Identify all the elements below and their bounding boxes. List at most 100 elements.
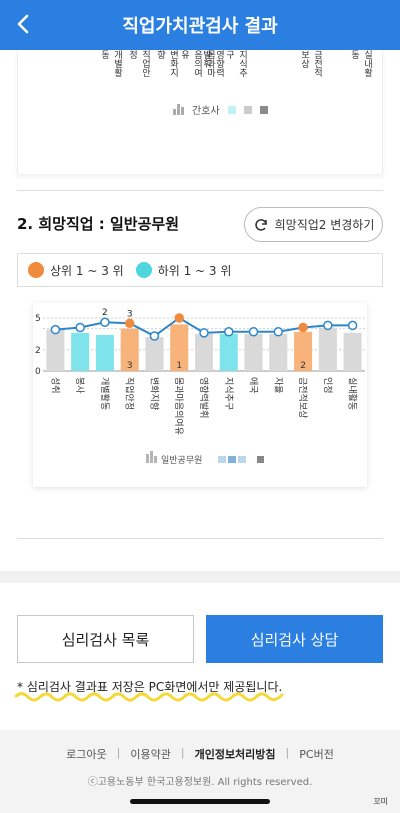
legend-top-rank: 상위 1 ~ 3 위 [28,262,124,279]
x-axis-label: 지식추구 [224,50,247,77]
legend-swatch-cyan [227,105,236,114]
x-tick-label: 애국 [248,377,259,394]
x-tick-label: 영향력발휘 [198,377,210,418]
bar-rank-label: 2 [300,361,306,371]
bar [269,333,288,371]
bar [95,334,114,371]
section-divider-bottom [17,538,383,539]
data-point [224,327,234,337]
refresh-icon [254,218,267,231]
chart-legend-job1: 간호사 [173,102,268,117]
orange-dot-icon [28,262,44,278]
legend-swatch [218,456,226,463]
data-point [199,328,209,338]
pc-version-link[interactable]: PC버전 [299,748,334,761]
legend-swatch [257,456,264,463]
bar-rank-label: 1 [176,361,182,371]
x-tick-label: 봉사 [74,377,85,394]
x-tick-label: 지식추구 [223,377,234,410]
bar-chart-icon [146,454,149,463]
y-tick-label: 5 [35,314,41,324]
point-label: 2 [102,308,108,318]
legend-job-label: 간호사 [192,106,220,117]
data-point [149,331,160,341]
x-tick-label: 개별활동 [99,377,111,410]
data-point [323,320,333,331]
yellow-scribble-highlight [14,692,284,702]
bar-chart-icon [154,456,157,463]
page-title: 직업가치관검사 결과 [122,16,278,37]
bar [294,331,313,371]
x-axis-label: 금전적보상 [299,50,322,77]
save-notice: * 심리검사 결과표 저장은 PC화면에서만 제공됩니다. [17,680,283,694]
bar [195,333,213,371]
x-tick-label: 인정 [322,377,333,394]
chart-card-job2: 5 2 0 3 1 2 2 3 성취 봉사 개별활동 직업안정 변화지향 몸과마음의여유 영향력발휘 지식추구… [33,303,367,487]
legend-label: 일반공무원 [161,455,202,466]
consult-button[interactable]: 심리검사 상담 [206,615,383,663]
bar [244,333,263,371]
legend-bottom-rank: 하위 1 ~ 3 위 [135,262,232,279]
data-point [174,313,184,323]
bar [71,332,90,371]
chart-card-job1: 개별활동 직업안정 변화지향 몸과마음의여유 영향력발휘 지식추구 금전적보상 실내활동 간호… [17,50,383,174]
legend-swatch [228,456,236,463]
x-axis-label: 변화지향 [155,50,178,77]
x-axis-label: 몸과마음의여유 [179,50,215,77]
bar [219,333,238,371]
data-point [347,320,358,331]
data-point [298,322,308,333]
legend-swatch-dark [259,105,268,114]
logout-link[interactable]: 로그아웃 [66,748,107,761]
back-arrow-icon[interactable] [10,10,38,38]
bar [343,332,362,371]
home-indicator [130,799,270,804]
x-axis-label: 영향력발휘 [201,50,224,77]
bar-rank-label: 3 [127,361,133,371]
bar [46,329,65,371]
x-axis-label: 실내활동 [349,50,372,77]
divider: | [180,746,185,759]
top-app-bar: 직업가치관검사 결과 [0,0,400,50]
x-tick-label: 몸과마음의여유 [173,377,185,435]
partial-x-axis-labels: 개별활동 직업안정 변화지향 몸과마음의여유 영향력발휘 지식추구 금전적보상 실내활동 [18,50,384,80]
test-list-button[interactable]: 심리검사 목록 [17,615,194,663]
legend-top-rank-label: 상위 1 ~ 3 위 [50,263,124,278]
footer-links: 로그아웃 | 이용약관 | 개인정보처리방침 | PC버전 [0,746,400,762]
bar [120,328,139,371]
data-point [273,327,284,337]
x-tick-label: 직업안정 [124,377,135,410]
divider: | [285,746,290,759]
point-label: 3 [127,309,133,319]
divider: | [116,746,121,759]
bar [318,327,337,371]
job-value-chart: 5 2 0 3 1 2 2 3 성취 봉사 개별활동 직업안정 변화지향 몸과마음의여유 영향력발휘 지식추구… [35,308,365,466]
x-axis-label: 개별활동 [99,50,122,77]
x-tick-label: 실내활동 [347,377,359,410]
privacy-link[interactable]: 개인정보처리방침 [194,748,276,761]
x-axis-label: 직업안정 [127,50,150,77]
bar-chart-icon [173,104,184,115]
x-tick-label: 변화지향 [148,377,160,410]
x-tick-label: 금전적보상 [297,377,309,418]
rank-legend: 상위 1 ~ 3 위 하위 1 ~ 3 위 [17,253,383,287]
bar [145,337,164,371]
copyright: ⓒ고용노동부 한국고용정보원. All rights reserved. [87,777,313,788]
y-tick-label: 2 [35,346,41,356]
change-job2-label: 희망직업2 변경하기 [274,218,375,232]
section-divider [17,190,383,191]
section-title-job2: 2. 희망직업 : 일반공무원 [17,215,180,233]
legend-swatch [238,456,246,463]
terms-link[interactable]: 이용약관 [130,748,171,761]
bar-chart-icon [150,451,153,463]
legend-bottom-rank-label: 하위 1 ~ 3 위 [157,263,232,278]
change-job2-button[interactable]: 희망직업2 변경하기 [244,207,383,242]
data-point [100,317,110,327]
cyan-dot-icon [135,262,152,278]
data-point [75,322,85,333]
y-tick-label: 0 [35,367,41,377]
data-point [124,318,135,329]
gray-band [0,571,400,583]
legend-swatch-gray [243,105,252,114]
x-tick-label: 성취 [49,377,60,394]
